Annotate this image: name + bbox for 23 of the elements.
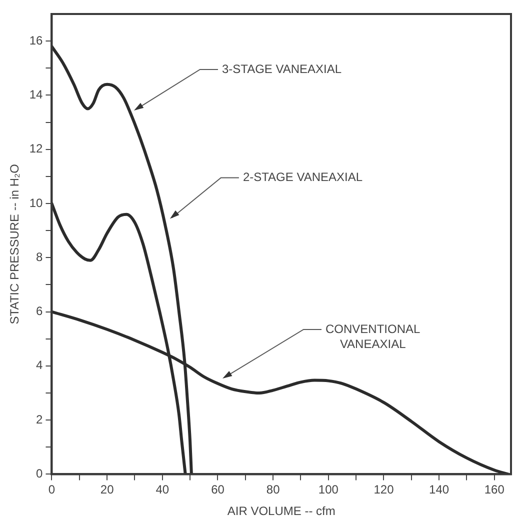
annotation: 2-STAGE VANEAXIAL [242, 170, 363, 184]
x-tick-label: 140 [429, 482, 450, 497]
x-axis-title: AIR VOLUME -- cfm [227, 504, 336, 518]
y-tick-label: 2 [36, 412, 44, 426]
y-tick-label: 12 [29, 142, 44, 156]
annotation: CONVENTIONAL VANEAXIAL [326, 322, 421, 351]
x-tick-label: 40 [156, 482, 170, 497]
x-tick-label: 100 [318, 482, 339, 497]
y-tick-label: 8 [36, 250, 44, 264]
x-tick-label: 160 [484, 482, 505, 497]
annotation: 3-STAGE VANEAXIAL [222, 62, 342, 76]
y-tick-label: 16 [29, 33, 44, 48]
y-tick-label: 14 [29, 88, 44, 102]
x-tick-label: 20 [100, 482, 114, 497]
x-tick-label: 60 [211, 482, 225, 497]
y-tick-label: 0 [36, 466, 44, 481]
y-axis-title: STATIC PRESSURE -- in H₂O [8, 164, 22, 324]
y-tick-label: 4 [36, 358, 44, 372]
x-tick-label: 80 [266, 482, 280, 497]
y-tick-label: 6 [36, 304, 44, 318]
x-tick-label: 0 [48, 482, 56, 497]
y-tick-label: 10 [29, 196, 44, 210]
x-tick-label: 120 [374, 482, 394, 497]
